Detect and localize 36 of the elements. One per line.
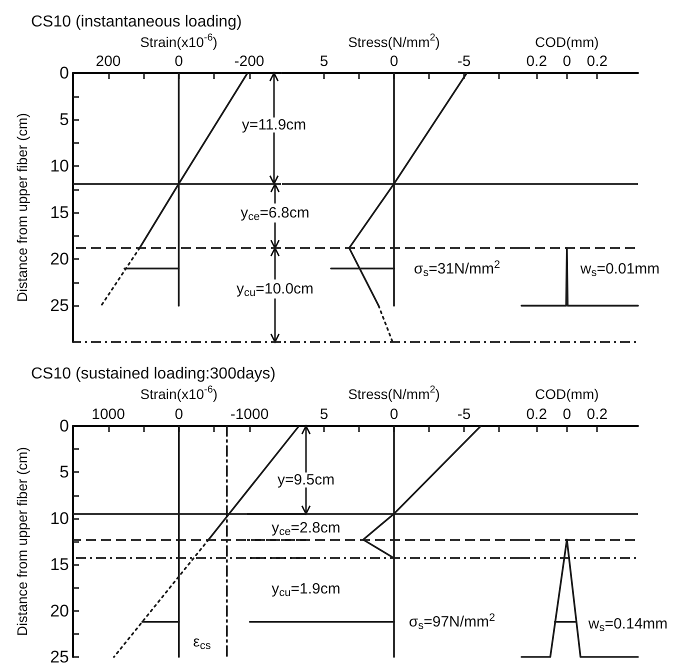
x-tick-label: 5 — [320, 53, 328, 70]
x-tick-label: 0 — [562, 53, 572, 70]
x-tick-label: 0 — [174, 53, 183, 70]
x-tick-label: -5 — [457, 406, 471, 423]
x-tick-label: 0 — [562, 406, 572, 423]
x-tick-label: 200 — [96, 53, 121, 70]
x-tick-label: 0 — [390, 53, 398, 70]
y-axis-title: Distance from upper fiber (cm) — [14, 446, 30, 636]
y-tick-label: 20 — [50, 250, 69, 269]
x-tick-label: -1000 — [230, 406, 269, 423]
y-tick-label: 5 — [60, 462, 69, 482]
x-tick-label: 0.2 — [586, 406, 608, 423]
x-tick-label: 0.2 — [526, 406, 548, 423]
x-tick-label: 0 — [174, 406, 184, 423]
y-tick-label: 15 — [50, 203, 69, 222]
y-tick-label: 10 — [50, 156, 69, 176]
annotation: y=11.9cm — [242, 116, 306, 134]
y-tick-label: 15 — [50, 555, 69, 574]
x-tick-label: 5 — [320, 406, 328, 423]
y-tick-label: 10 — [50, 508, 69, 528]
x-tick-label: 1000 — [92, 406, 125, 423]
y-tick-label: 25 — [50, 648, 69, 666]
annotation: y=9.5cm — [277, 472, 335, 488]
x-tick-label: 0.2 — [586, 53, 608, 70]
y-tick-label: 20 — [50, 601, 69, 620]
chart-title: CS10 (instantaneous loading) — [31, 14, 242, 30]
x-tick-label: -5 — [457, 53, 471, 70]
chart-title: CS10 (sustained loading:300days) — [31, 366, 276, 382]
x-tick-label: 0 — [390, 406, 398, 423]
x-axis-title: COD(mm) — [535, 34, 599, 50]
y-tick-label: 5 — [60, 110, 69, 130]
x-tick-label: -200 — [234, 53, 264, 70]
x-tick-label: 0.2 — [526, 53, 548, 70]
y-axis-title: Distance from upper fiber (cm) — [14, 112, 30, 302]
y-tick-label: 25 — [50, 296, 69, 316]
x-axis-title: COD(mm) — [535, 386, 599, 402]
